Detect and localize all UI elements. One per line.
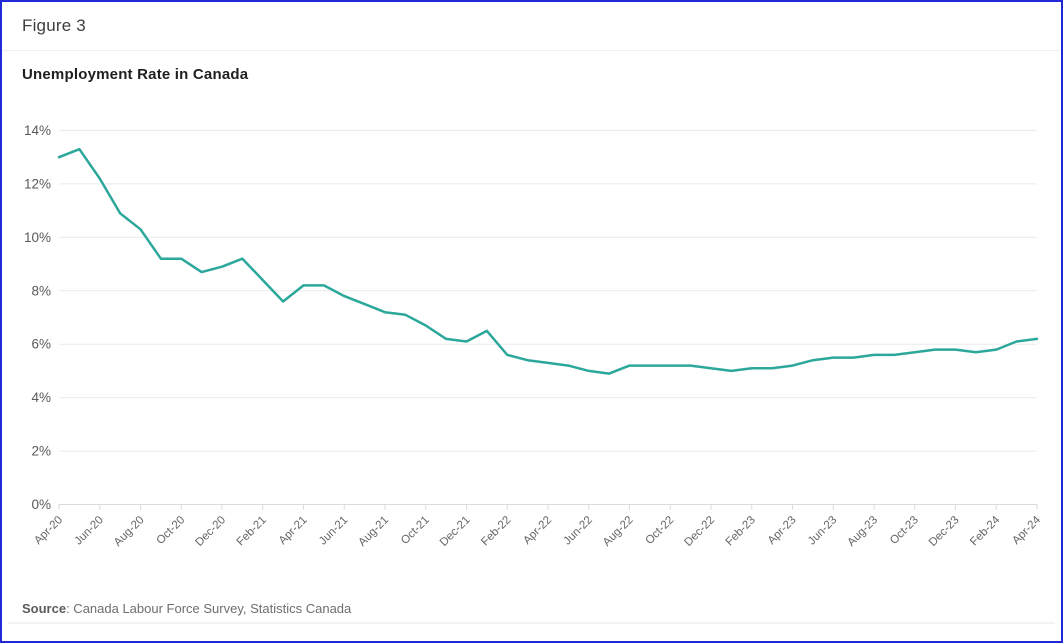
- x-tick-label: Aug-23: [845, 514, 880, 549]
- chart-title: Unemployment Rate in Canada: [22, 66, 249, 83]
- x-tick-label: Oct-21: [399, 514, 432, 547]
- x-tick-label: Apr-24: [1010, 514, 1043, 547]
- x-tick-label: Dec-23: [927, 514, 962, 549]
- x-tick-label: Oct-23: [888, 514, 921, 547]
- x-tick-label: Feb-21: [235, 514, 269, 548]
- x-tick-label: Apr-20: [32, 514, 65, 547]
- x-tick-label: Dec-22: [682, 514, 717, 549]
- y-tick-label: 12%: [24, 176, 51, 191]
- figure-label: Figure 3: [22, 16, 86, 35]
- unemployment-rate-series-line: [57, 147, 1039, 375]
- y-tick-label: 10%: [24, 230, 51, 245]
- x-tick-label: Oct-22: [643, 514, 676, 547]
- x-tick-label: Dec-21: [438, 514, 473, 549]
- x-tick-marks: [58, 504, 1038, 510]
- x-axis-labels: Apr-20 Jun-20 Aug-20 Oct-20 Dec-20 Feb-21 Apr-…: [32, 514, 1043, 549]
- source-label: Source: [22, 601, 67, 616]
- x-tick-label: Oct-20: [154, 514, 187, 547]
- source-text: : Canada Labour Force Survey, Statistics…: [66, 601, 352, 616]
- y-tick-label: 2%: [31, 444, 51, 459]
- y-tick-label: 8%: [31, 283, 51, 298]
- x-tick-label: Jun-20: [73, 514, 106, 547]
- y-tick-label: 4%: [31, 390, 51, 405]
- x-tick-label: Dec-20: [193, 514, 228, 549]
- y-gridlines: [59, 130, 1037, 505]
- bottom-divider: [8, 622, 1055, 624]
- x-tick-label: Apr-22: [521, 514, 554, 547]
- y-tick-label: 6%: [31, 337, 51, 352]
- y-tick-label: 0%: [31, 497, 51, 512]
- y-tick-label: 14%: [24, 123, 51, 138]
- x-tick-label: Feb-23: [724, 514, 758, 548]
- x-tick-label: Aug-21: [356, 514, 391, 549]
- x-tick-label: Apr-23: [766, 514, 799, 547]
- x-tick-label: Feb-24: [968, 514, 1003, 549]
- x-tick-label: Jun-23: [806, 514, 839, 547]
- x-tick-label: Feb-22: [479, 514, 513, 548]
- x-tick-label: Aug-20: [112, 514, 147, 549]
- source-line: Source: Canada Labour Force Survey, Stat…: [22, 601, 351, 616]
- x-tick-label: Jun-22: [562, 514, 595, 547]
- y-axis-labels: 0% 2% 4% 6% 8% 10% 12% 14%: [24, 123, 51, 512]
- x-tick-label: Jun-21: [317, 514, 350, 547]
- x-tick-label: Apr-21: [277, 514, 310, 547]
- header-divider: [2, 50, 1061, 51]
- x-tick-label: Aug-22: [601, 514, 636, 549]
